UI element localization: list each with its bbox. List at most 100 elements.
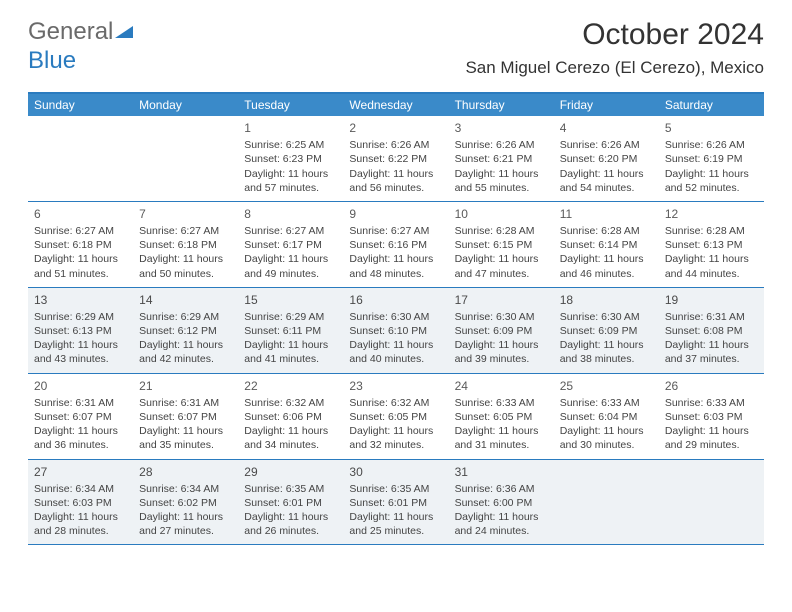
sunrise-text: Sunrise: 6:33 AM <box>455 396 548 410</box>
calendar-cell: 29Sunrise: 6:35 AMSunset: 6:01 PMDayligh… <box>238 460 343 545</box>
sunrise-text: Sunrise: 6:29 AM <box>244 310 337 324</box>
sunrise-text: Sunrise: 6:29 AM <box>34 310 127 324</box>
day-number: 15 <box>244 292 337 308</box>
day-number: 3 <box>455 120 548 136</box>
sunrise-text: Sunrise: 6:31 AM <box>34 396 127 410</box>
calendar-cell: 28Sunrise: 6:34 AMSunset: 6:02 PMDayligh… <box>133 460 238 545</box>
calendar-cell: 31Sunrise: 6:36 AMSunset: 6:00 PMDayligh… <box>449 460 554 545</box>
week-row: 1Sunrise: 6:25 AMSunset: 6:23 PMDaylight… <box>28 116 764 202</box>
calendar-cell: 18Sunrise: 6:30 AMSunset: 6:09 PMDayligh… <box>554 288 659 373</box>
day-header: Friday <box>554 94 659 116</box>
sunset-text: Sunset: 6:01 PM <box>349 496 442 510</box>
daylight-text: Daylight: 11 hours and 27 minutes. <box>139 510 232 538</box>
daylight-text: Daylight: 11 hours and 25 minutes. <box>349 510 442 538</box>
day-info: Sunrise: 6:26 AMSunset: 6:22 PMDaylight:… <box>349 138 442 195</box>
week-row: 27 Sunrise: 6:34 AMSunset: 6:03 PMDayligh… <box>28 460 764 546</box>
sunset-text: Sunset: 6:02 PM <box>139 496 232 510</box>
daylight-text: Daylight: 11 hours and 56 minutes. <box>349 167 442 195</box>
day-info: Sunrise: 6:27 AMSunset: 6:18 PMDaylight:… <box>139 224 232 281</box>
sunrise-text: Sunrise: 6:32 AM <box>244 396 337 410</box>
sunrise-text: Sunrise: 6:28 AM <box>560 224 653 238</box>
calendar-cell: 17Sunrise: 6:30 AMSunset: 6:09 PMDayligh… <box>449 288 554 373</box>
sunrise-text: Sunrise: 6:26 AM <box>349 138 442 152</box>
sunset-text: Sunset: 6:06 PM <box>244 410 337 424</box>
day-header: Tuesday <box>238 94 343 116</box>
sunrise-text: Sunrise: 6:28 AM <box>665 224 758 238</box>
daylight-text: Daylight: 11 hours and 51 minutes. <box>34 252 127 280</box>
sunrise-text: Sunrise: 6:35 AM <box>349 482 442 496</box>
sunset-text: Sunset: 6:08 PM <box>665 324 758 338</box>
week-row: 13Sunrise: 6:29 AMSunset: 6:13 PMDayligh… <box>28 288 764 374</box>
sunset-text: Sunset: 6:00 PM <box>455 496 548 510</box>
calendar-cell: 3 Sunrise: 6:26 AMSunset: 6:21 PMDaylight… <box>449 116 554 201</box>
calendar: Sunday Monday Tuesday Wednesday Thursday… <box>28 92 764 545</box>
sunrise-text: Sunrise: 6:28 AM <box>455 224 548 238</box>
sunset-text: Sunset: 6:17 PM <box>244 238 337 252</box>
day-info: Sunrise: 6:27 AMSunset: 6:16 PMDaylight:… <box>349 224 442 281</box>
sunset-text: Sunset: 6:05 PM <box>455 410 548 424</box>
sunrise-text: Sunrise: 6:31 AM <box>665 310 758 324</box>
day-number: 10 <box>455 206 548 222</box>
sunrise-text: Sunrise: 6:27 AM <box>34 224 127 238</box>
day-info: Sunrise: 6:30 AMSunset: 6:09 PMDaylight:… <box>560 310 653 367</box>
day-info: Sunrise: 6:31 AMSunset: 6:07 PMDaylight:… <box>139 396 232 453</box>
calendar-cell: 14Sunrise: 6:29 AMSunset: 6:12 PMDayligh… <box>133 288 238 373</box>
calendar-cell <box>28 116 133 201</box>
sunrise-text: Sunrise: 6:29 AM <box>139 310 232 324</box>
day-info: Sunrise: 6:36 AMSunset: 6:00 PMDaylight:… <box>455 482 548 539</box>
day-number: 13 <box>34 292 127 308</box>
daylight-text: Daylight: 11 hours and 35 minutes. <box>139 424 232 452</box>
logo-text-1: General <box>28 18 113 45</box>
daylight-text: Daylight: 11 hours and 30 minutes. <box>560 424 653 452</box>
title-block: October 2024 San Miguel Cerezo (El Cerez… <box>465 18 764 78</box>
sunrise-text: Sunrise: 6:30 AM <box>455 310 548 324</box>
day-info: Sunrise: 6:30 AMSunset: 6:10 PMDaylight:… <box>349 310 442 367</box>
logo-text: General Blue <box>28 18 135 75</box>
daylight-text: Daylight: 11 hours and 48 minutes. <box>349 252 442 280</box>
daylight-text: Daylight: 11 hours and 41 minutes. <box>244 338 337 366</box>
calendar-cell: 23Sunrise: 6:32 AMSunset: 6:05 PMDayligh… <box>343 374 448 459</box>
day-number: 5 <box>665 120 758 136</box>
sunrise-text: Sunrise: 6:34 AM <box>34 482 127 496</box>
sunrise-text: Sunrise: 6:30 AM <box>349 310 442 324</box>
daylight-text: Daylight: 11 hours and 24 minutes. <box>455 510 548 538</box>
day-info: Sunrise: 6:26 AMSunset: 6:19 PMDaylight:… <box>665 138 758 195</box>
calendar-cell: 22 Sunrise: 6:32 AMSunset: 6:06 PMDayligh… <box>238 374 343 459</box>
sunrise-text: Sunrise: 6:25 AM <box>244 138 337 152</box>
day-number: 27 <box>34 464 127 480</box>
calendar-cell: 27 Sunrise: 6:34 AMSunset: 6:03 PMDayligh… <box>28 460 133 545</box>
day-number: 16 <box>349 292 442 308</box>
day-number: 22 <box>244 378 337 394</box>
day-info: Sunrise: 6:25 AMSunset: 6:23 PMDaylight:… <box>244 138 337 195</box>
day-info: Sunrise: 6:34 AMSunset: 6:03 PMDaylight:… <box>34 482 127 539</box>
sunrise-text: Sunrise: 6:30 AM <box>560 310 653 324</box>
daylight-text: Daylight: 11 hours and 49 minutes. <box>244 252 337 280</box>
sunset-text: Sunset: 6:04 PM <box>560 410 653 424</box>
day-header: Monday <box>133 94 238 116</box>
daylight-text: Daylight: 11 hours and 39 minutes. <box>455 338 548 366</box>
daylight-text: Daylight: 11 hours and 42 minutes. <box>139 338 232 366</box>
sunset-text: Sunset: 6:07 PM <box>139 410 232 424</box>
sunrise-text: Sunrise: 6:35 AM <box>244 482 337 496</box>
day-info: Sunrise: 6:33 AMSunset: 6:03 PMDaylight:… <box>665 396 758 453</box>
calendar-cell: 25Sunrise: 6:33 AMSunset: 6:04 PMDayligh… <box>554 374 659 459</box>
day-number: 26 <box>665 378 758 394</box>
sunrise-text: Sunrise: 6:27 AM <box>349 224 442 238</box>
day-info: Sunrise: 6:26 AMSunset: 6:21 PMDaylight:… <box>455 138 548 195</box>
sunset-text: Sunset: 6:05 PM <box>349 410 442 424</box>
calendar-cell: 8Sunrise: 6:27 AMSunset: 6:17 PMDaylight… <box>238 202 343 287</box>
week-row: 20Sunrise: 6:31 AMSunset: 6:07 PMDayligh… <box>28 374 764 460</box>
daylight-text: Daylight: 11 hours and 44 minutes. <box>665 252 758 280</box>
calendar-cell: 13Sunrise: 6:29 AMSunset: 6:13 PMDayligh… <box>28 288 133 373</box>
day-number: 25 <box>560 378 653 394</box>
sunrise-text: Sunrise: 6:34 AM <box>139 482 232 496</box>
calendar-cell: 21Sunrise: 6:31 AMSunset: 6:07 PMDayligh… <box>133 374 238 459</box>
calendar-cell: 7Sunrise: 6:27 AMSunset: 6:18 PMDaylight… <box>133 202 238 287</box>
day-info: Sunrise: 6:32 AMSunset: 6:06 PMDaylight:… <box>244 396 337 453</box>
day-info: Sunrise: 6:27 AMSunset: 6:18 PMDaylight:… <box>34 224 127 281</box>
calendar-cell: 30Sunrise: 6:35 AMSunset: 6:01 PMDayligh… <box>343 460 448 545</box>
sunrise-text: Sunrise: 6:32 AM <box>349 396 442 410</box>
sunset-text: Sunset: 6:13 PM <box>665 238 758 252</box>
sunset-text: Sunset: 6:11 PM <box>244 324 337 338</box>
day-number: 14 <box>139 292 232 308</box>
